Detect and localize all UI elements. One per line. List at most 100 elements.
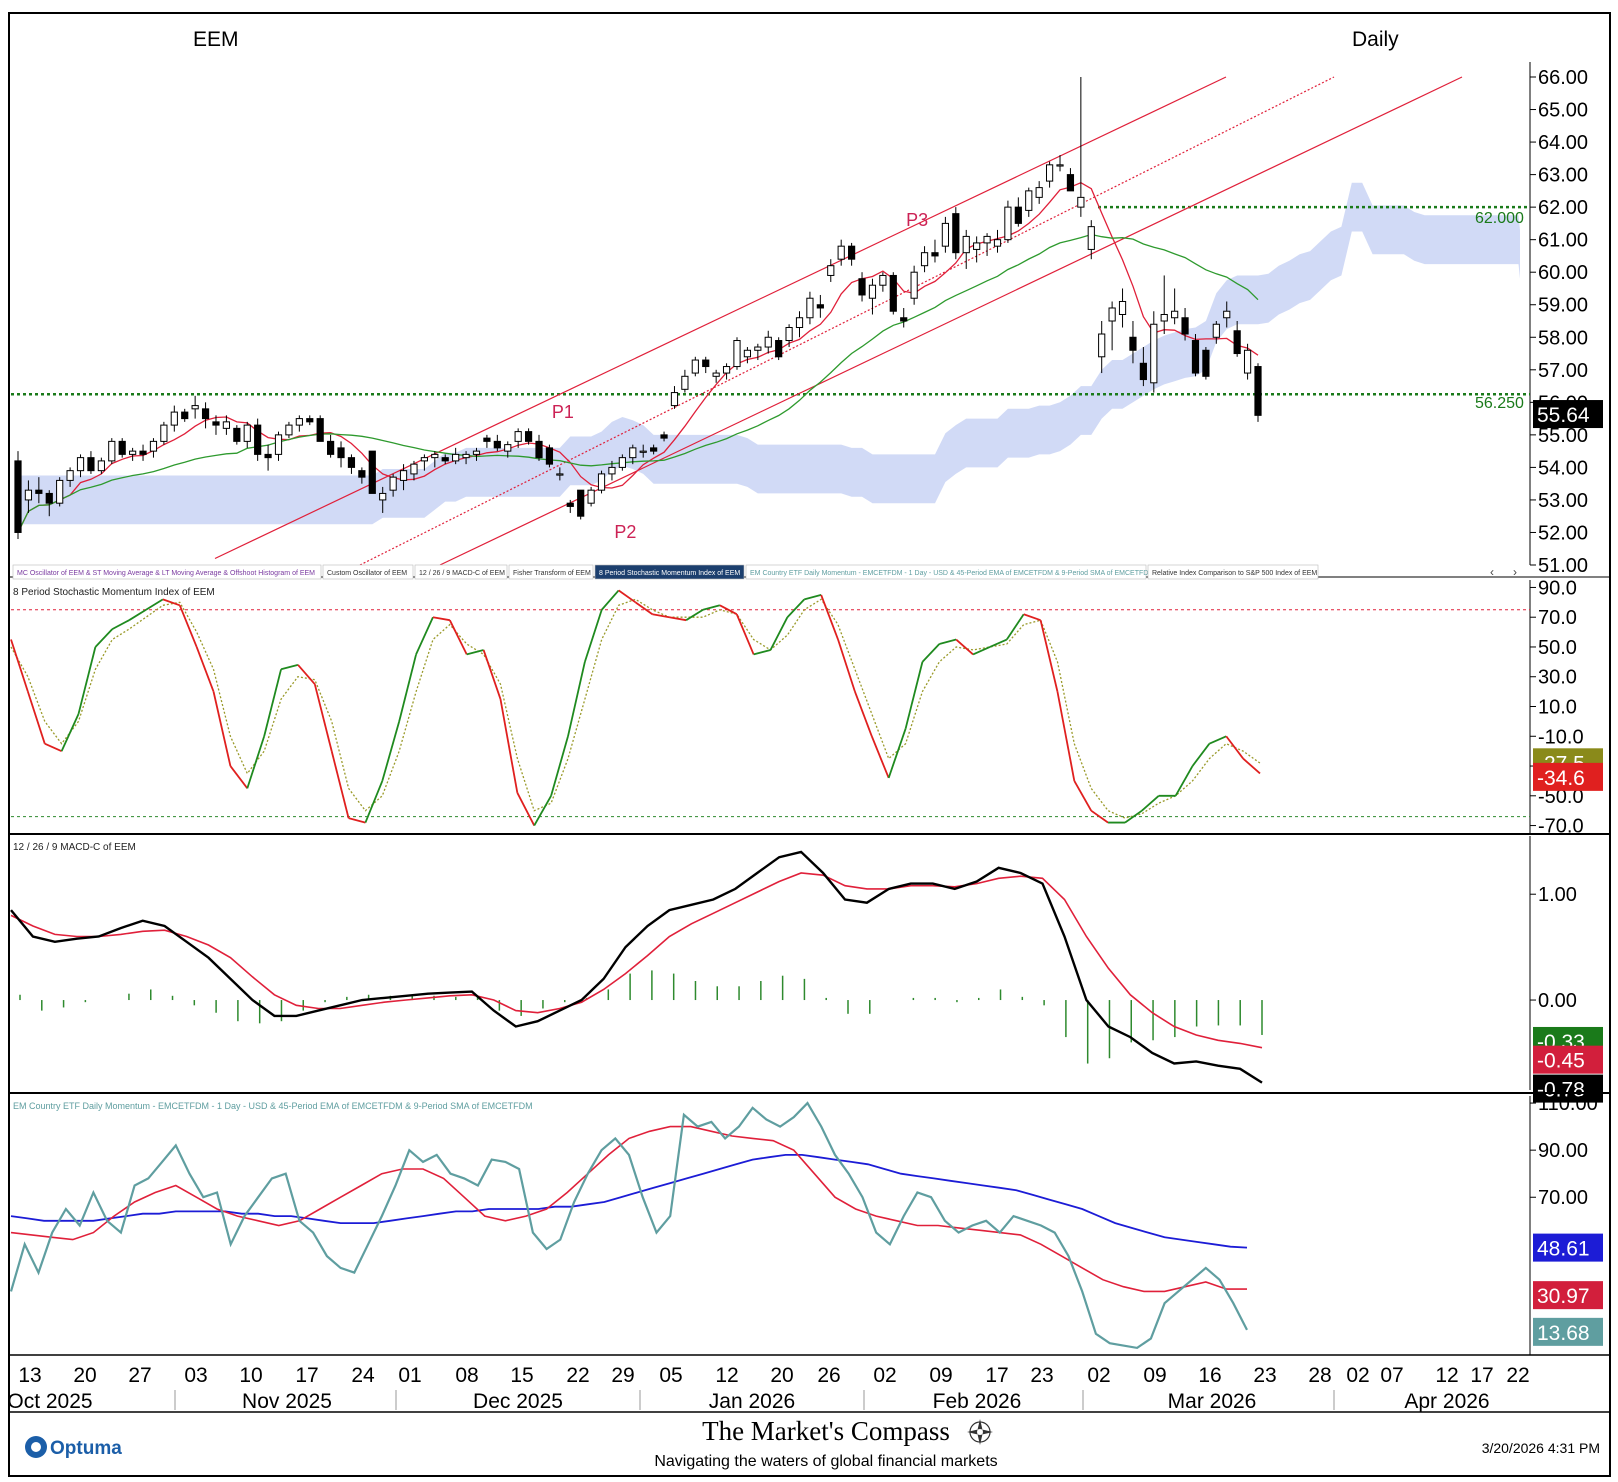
stoch-main-segment [887, 728, 907, 779]
candle-body [472, 450, 481, 455]
stoch-main-segment [567, 661, 586, 737]
date-axis: 13 20 27 03 10 17 24 01 08 15 22 29 05 12 20 26 02 09 17 23… [7, 1354, 1610, 1413]
date-day-label-4: 10 [239, 1364, 262, 1387]
stoch-main-segment [735, 613, 755, 655]
indicator-tab-label-0: MC Oscillator of EEM & ST Moving Average… [17, 570, 315, 577]
candle-body [118, 440, 126, 455]
sma9-line [10, 1125, 1247, 1293]
candle-body [1056, 164, 1064, 167]
momentum-pane: EM Country ETF Daily Momentum - EMCETFDM… [9, 1093, 1603, 1355]
stoch-main-segment [753, 649, 771, 656]
stoch-main-segment [111, 619, 130, 630]
candle-body [743, 349, 752, 358]
price-tick-label-11: 55.00 [1538, 425, 1588, 447]
stoch-main-segment [669, 616, 687, 622]
candle-body [1045, 164, 1054, 182]
momentum-tick-label-1: 90.00 [1538, 1140, 1588, 1162]
candle-body [441, 457, 449, 462]
candle-body [108, 440, 116, 462]
candle-body [264, 453, 272, 459]
stoch-main-segment [313, 683, 333, 752]
indicator-tab-label-3: Fisher Transform of EEM [513, 570, 591, 577]
date-day-label-13: 12 [715, 1364, 738, 1387]
candle-body [129, 450, 137, 455]
candle-body [306, 418, 314, 423]
candle-body [973, 242, 981, 250]
price-tick-label-3: 63.00 [1538, 165, 1588, 187]
indicator-tab-0[interactable] [12, 564, 322, 580]
indicator-tab-2[interactable] [414, 564, 508, 580]
stoch-main-segment [162, 598, 181, 607]
candle-body [1202, 349, 1210, 377]
stoch-main-segment [178, 604, 198, 648]
last-price-badge: 55.64 [1537, 404, 1590, 427]
ichimoku-cloud [18, 182, 1520, 525]
indicator-tab-4[interactable] [594, 564, 745, 580]
stoch-main-segment [398, 654, 417, 722]
stoch-main-segment [804, 594, 822, 601]
candle-body [1181, 317, 1189, 335]
date-day-label-27: 12 [1435, 1364, 1458, 1387]
candle-body [722, 366, 731, 374]
candle-body [806, 297, 814, 319]
candle-body [712, 372, 720, 377]
candle-body [1191, 340, 1200, 374]
candle-body [87, 457, 95, 472]
price-tick-label-5: 61.00 [1538, 230, 1588, 252]
stoch-main-segment [904, 661, 924, 730]
macd-pane-title: 12 / 26 / 9 MACD-C of EEM [13, 842, 136, 853]
date-day-label-26: 07 [1380, 1364, 1403, 1387]
stoch-main-segment [702, 604, 721, 611]
stoch-tick-label-3: 30.0 [1538, 667, 1577, 689]
candle-body [347, 457, 356, 468]
candle-body [702, 359, 710, 368]
indicator-tab-6[interactable] [1147, 564, 1319, 580]
candle-body [493, 440, 501, 449]
date-day-label-28: 17 [1470, 1364, 1493, 1387]
candle-body [795, 317, 804, 329]
ema45-value-label: 48.61 [1537, 1238, 1590, 1261]
price-tick-label-2: 64.00 [1538, 132, 1588, 154]
date-day-label-14: 20 [770, 1364, 793, 1387]
candle-body [139, 450, 147, 455]
lt-moving-average-line [17, 233, 1259, 533]
indicator-tab-1[interactable] [322, 564, 414, 580]
candle-body [410, 463, 418, 475]
candle-body [618, 457, 626, 468]
pivot-label-0: P1 [552, 402, 574, 422]
stoch-main-segment [1090, 809, 1109, 824]
candle-body [1243, 349, 1252, 374]
indicator-tab-bar[interactable]: MC Oscillator of EEM & ST Moving Average… [12, 564, 1517, 580]
candle-body [952, 213, 960, 254]
candle-body [1150, 323, 1158, 384]
stoch-main-segment [652, 613, 670, 619]
candle-body [327, 440, 335, 455]
indicator-tab-5[interactable] [745, 564, 1147, 580]
candle-body [160, 424, 168, 442]
optuma-logo: Optuma [25, 1436, 122, 1459]
compass-rose-icon [967, 1419, 993, 1445]
candle-body [1035, 187, 1043, 198]
candle-body [524, 431, 533, 442]
date-day-label-6: 24 [351, 1364, 375, 1387]
candle-body [941, 222, 949, 247]
stoch-main-segment [837, 639, 856, 692]
candle-body [733, 340, 741, 368]
scroll-left-arrow-icon[interactable]: ‹ [1490, 565, 1494, 579]
scroll-right-arrow-icon[interactable]: › [1513, 565, 1517, 579]
stoch-pane-title: 8 Period Stochastic Momentum Index of EE… [13, 587, 215, 598]
candle-body [149, 440, 158, 452]
stoch-main-segment [1141, 795, 1160, 812]
candle-body [889, 274, 897, 312]
candle-body [504, 444, 512, 452]
date-month-label-1: Nov 2025 [242, 1390, 332, 1413]
candle-body [431, 453, 439, 459]
candle-body [170, 411, 178, 426]
candle-body [1118, 300, 1127, 315]
candle-body [274, 434, 283, 455]
price-tick-label-13: 53.00 [1538, 490, 1588, 512]
candle-body [931, 252, 939, 257]
indicator-tab-3[interactable] [508, 564, 594, 580]
momentum-value-label-bg [1533, 1317, 1603, 1346]
